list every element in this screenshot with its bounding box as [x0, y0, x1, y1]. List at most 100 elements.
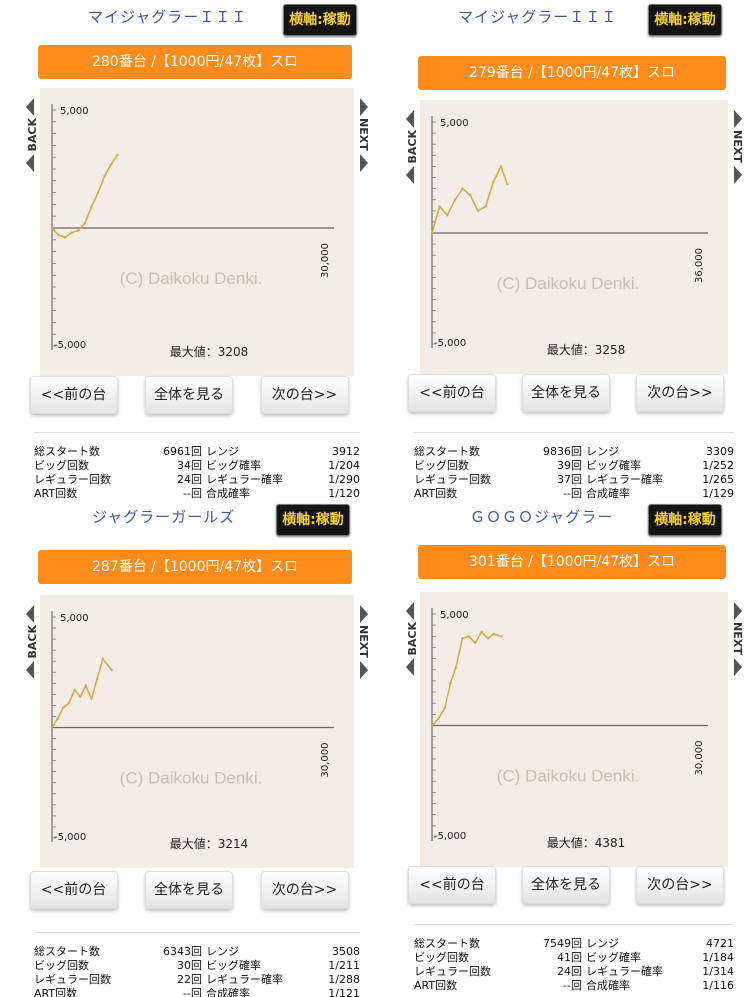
stat-label: 合成確率 — [206, 987, 250, 997]
stat-label: ART回数 — [34, 987, 78, 997]
next-arrow-up-icon[interactable] — [734, 602, 742, 620]
back-arrow-down-icon[interactable] — [26, 154, 34, 172]
back-arrow-down-icon[interactable] — [406, 658, 414, 676]
stat-value: 37回 — [557, 473, 582, 486]
next-machine-button[interactable]: 次の台>> — [636, 866, 724, 904]
next-arrow-down-icon[interactable] — [360, 154, 368, 172]
back-arrow-down-icon[interactable] — [406, 166, 414, 184]
stat-label: ビッグ確率 — [586, 951, 641, 964]
next-machine-button[interactable]: 次の台>> — [260, 376, 349, 414]
slump-point — [430, 724, 434, 727]
prev-machine-button[interactable]: <<前の台 — [29, 376, 118, 414]
next-label[interactable]: NEXT — [357, 118, 370, 151]
slump-point — [446, 214, 449, 217]
back-arrow-up-icon[interactable] — [26, 98, 34, 116]
back-arrow-up-icon[interactable] — [406, 602, 414, 620]
y-tick-label-bottom: -5,000 — [434, 338, 466, 349]
view-all-button[interactable]: 全体を見る — [522, 374, 610, 412]
prev-machine-button[interactable]: <<前の台 — [29, 871, 118, 909]
next-arrow-up-icon[interactable] — [734, 110, 742, 128]
stat-label: ビッグ確率 — [206, 459, 261, 472]
slump-point — [96, 191, 100, 194]
stat-value: 24回 — [177, 473, 202, 486]
next-arrow-down-icon[interactable] — [734, 166, 742, 184]
next-machine-button[interactable]: 次の台>> — [636, 374, 724, 412]
next-arrow-up-icon[interactable] — [360, 605, 368, 623]
slump-point — [461, 187, 464, 190]
slump-graph: 5,000 -5,000 30,000 (C) Daikoku Denki. 最大値：3… — [40, 595, 354, 868]
x-max-label: 30,000 — [694, 741, 705, 776]
back-label[interactable]: BACK — [406, 130, 419, 164]
stat-value: 22回 — [177, 973, 202, 986]
stat-value: 1/116 — [702, 979, 734, 992]
stats-row: レギュラー回数 24回 レギュラー確率 1/314 — [414, 965, 734, 979]
stats-row: 総スタート数 6343回 レンジ 3508 — [34, 945, 360, 959]
stat-label: レンジ — [586, 937, 619, 950]
back-label[interactable]: BACK — [406, 622, 419, 656]
view-all-button[interactable]: 全体を見る — [522, 866, 610, 904]
stats-row: ART回数 --回 合成確率 1/116 — [414, 979, 734, 993]
stat-value: 1/314 — [702, 965, 734, 978]
slump-point — [56, 717, 59, 720]
stat-label: ビッグ回数 — [34, 959, 89, 972]
stat-value: --回 — [183, 987, 202, 997]
stat-label: 合成確率 — [586, 487, 630, 500]
watermark: (C) Daikoku Denki. — [497, 767, 640, 786]
stat-label: レギュラー回数 — [414, 473, 491, 486]
stat-value: 6961回 — [163, 445, 202, 458]
machine-info-bar[interactable]: 301番台 /【1000円/47枚】スロ — [418, 545, 726, 579]
axis-toggle-button[interactable]: 横軸:稼動 — [283, 4, 357, 36]
next-arrow-up-icon[interactable] — [360, 98, 368, 116]
stats-table: 総スタート数 9836回 レンジ 3309 ビッグ回数 39回 ビッグ確率 1/252 レギュラ… — [414, 432, 734, 500]
slump-point — [492, 180, 495, 184]
back-label[interactable]: BACK — [26, 625, 39, 659]
stat-label: レギュラー確率 — [206, 973, 283, 986]
stat-label: 総スタート数 — [414, 937, 480, 950]
back-arrow-up-icon[interactable] — [26, 605, 34, 623]
machine-info-bar[interactable]: 287番台 /【1000円/47枚】スロ — [38, 550, 352, 584]
machine-info-bar[interactable]: 280番台 /【1000円/47枚】スロ — [38, 45, 352, 79]
y-tick-label-bottom: -5,000 — [54, 832, 86, 843]
axis-toggle-button[interactable]: 横軸:稼動 — [648, 504, 722, 536]
stat-value: 41回 — [557, 951, 582, 964]
max-value-label: 最大値：4381 — [547, 835, 626, 850]
axis-toggle-button[interactable]: 横軸:稼動 — [276, 504, 350, 536]
slump-graph: 5,000 -5,000 36,000 (C) Daikoku Denki. 最大値：3… — [420, 100, 728, 374]
machine-info-bar[interactable]: 279番台 /【1000円/47枚】スロ — [418, 56, 726, 90]
y-tick-label-top: 5,000 — [60, 106, 89, 117]
back-label[interactable]: BACK — [26, 118, 39, 152]
stats-row: 総スタート数 9836回 レンジ 3309 — [414, 445, 734, 459]
stats-table: 総スタート数 6961回 レンジ 3912 ビッグ回数 34回 ビッグ確率 1/204 レギュラ… — [34, 432, 360, 500]
x-max-label: 36,000 — [694, 248, 705, 283]
stats-row: ART回数 --回 合成確率 1/129 — [414, 487, 734, 500]
view-all-button[interactable]: 全体を見る — [145, 376, 233, 414]
stat-value: 1/120 — [328, 487, 360, 500]
max-value-label: 最大値：3258 — [547, 342, 626, 357]
slump-point — [461, 637, 464, 640]
view-all-button[interactable]: 全体を見る — [145, 871, 233, 909]
next-arrow-down-icon[interactable] — [734, 658, 742, 676]
stat-value: --回 — [563, 487, 582, 500]
slump-graph: 5,000 -5,000 30,000 (C) Daikoku Denki. 最大値：4… — [420, 592, 728, 867]
next-machine-button[interactable]: 次の台>> — [260, 871, 349, 909]
stats-row: レギュラー回数 24回 レギュラー確率 1/290 — [34, 473, 360, 487]
stat-label: ビッグ確率 — [206, 959, 261, 972]
back-arrow-down-icon[interactable] — [26, 661, 34, 679]
stats-table: 総スタート数 7549回 レンジ 4721 ビッグ回数 41回 ビッグ確率 1/184 レギュラ… — [414, 924, 734, 997]
slump-point — [90, 697, 93, 700]
slump-point — [454, 666, 458, 669]
stat-label: レギュラー回数 — [34, 473, 111, 486]
next-label[interactable]: NEXT — [731, 130, 744, 163]
machine-title: マイジャグラーＩＩＩ — [88, 8, 248, 26]
axis-toggle-button[interactable]: 横軸:稼動 — [648, 4, 722, 36]
back-arrow-up-icon[interactable] — [406, 110, 414, 128]
stat-value: 1/290 — [328, 473, 360, 486]
next-label[interactable]: NEXT — [357, 625, 370, 658]
machine-panel: マイジャグラーＩＩＩ 横軸:稼動 279番台 /【1000円/47枚】スロ 5,000… — [380, 0, 750, 500]
prev-machine-button[interactable]: <<前の台 — [408, 866, 496, 904]
prev-machine-button[interactable]: <<前の台 — [408, 374, 496, 412]
next-arrow-down-icon[interactable] — [360, 661, 368, 679]
slump-point — [83, 222, 87, 225]
stat-label: 総スタート数 — [34, 445, 100, 458]
next-label[interactable]: NEXT — [731, 622, 744, 655]
